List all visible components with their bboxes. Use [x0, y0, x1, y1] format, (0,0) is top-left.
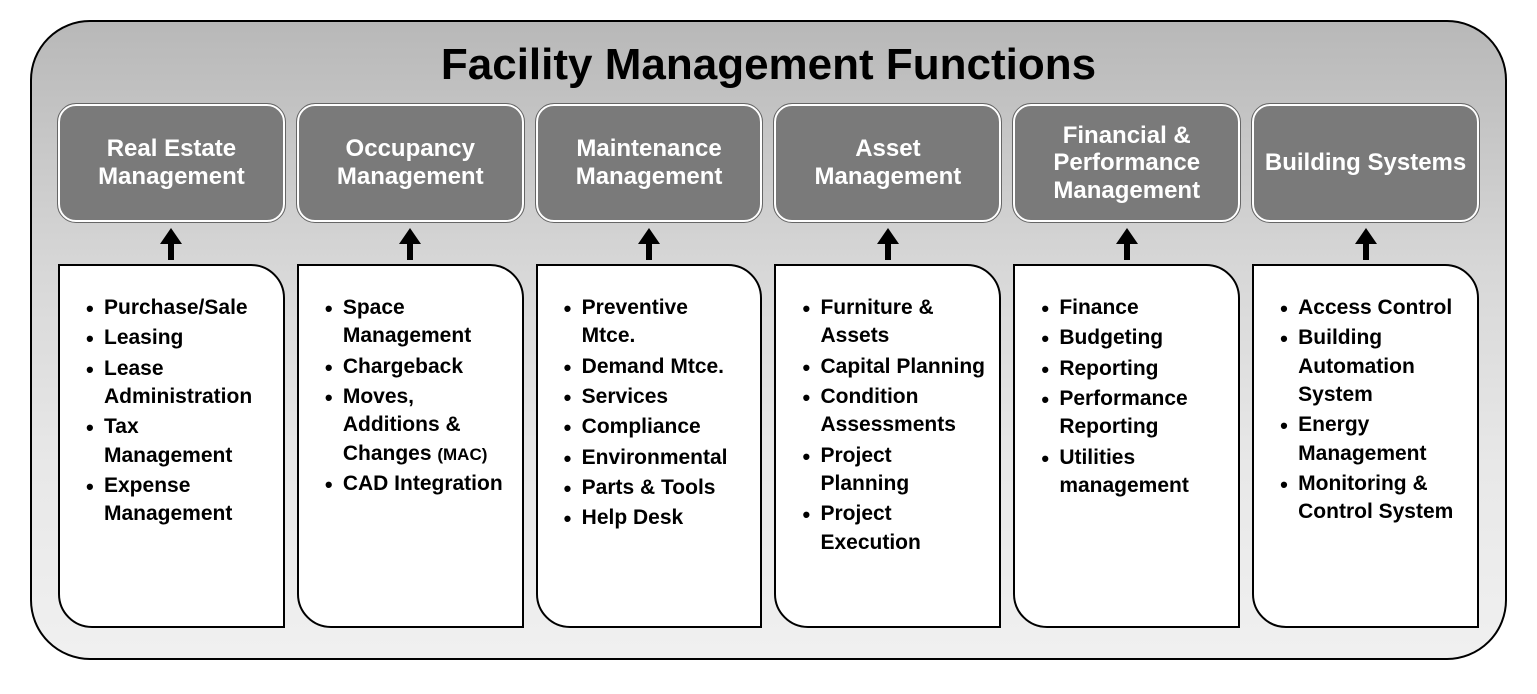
detail-item: Finance: [1041, 294, 1224, 322]
function-details: FinanceBudgeting ReportingPerformance Rep…: [1013, 264, 1240, 628]
function-details: Space ManagementChargebackMoves, Additio…: [297, 264, 524, 628]
function-column: Occupancy Management Space ManagementChar…: [297, 104, 524, 628]
detail-item: Capital Planning: [802, 353, 985, 381]
detail-item: Project Planning: [802, 442, 985, 499]
up-arrow-icon: [1115, 228, 1139, 260]
detail-item: Access Control: [1280, 294, 1463, 322]
detail-item: Parts & Tools: [564, 474, 747, 502]
detail-item: Lease Administration: [86, 355, 269, 412]
detail-item: Condition Assessments: [802, 383, 985, 440]
detail-item: Chargeback: [325, 353, 508, 381]
up-arrow-icon: [876, 228, 900, 260]
detail-item: Reporting: [1041, 355, 1224, 383]
function-details: Purchase/SaleLeasing Lease Administration…: [58, 264, 285, 628]
detail-item: Help Desk: [564, 504, 747, 532]
detail-item: Project Execution: [802, 500, 985, 557]
detail-item: Space Management: [325, 294, 508, 351]
function-column: Asset Management Furniture & AssetsCapita…: [774, 104, 1001, 628]
detail-item: Furniture & Assets: [802, 294, 985, 351]
detail-item: CAD Integration: [325, 470, 508, 498]
diagram-title: Facility Management Functions: [58, 40, 1479, 90]
detail-item: Monitoring & Control System: [1280, 470, 1463, 527]
function-details: Access ControlBuilding Automation System…: [1252, 264, 1479, 628]
detail-item: Services: [564, 383, 747, 411]
detail-item: Environmental: [564, 444, 747, 472]
function-column: Building Systems Access ControlBuilding A…: [1252, 104, 1479, 628]
detail-item: Demand Mtce.: [564, 353, 747, 381]
diagram-frame: Facility Management Functions Real Estat…: [30, 20, 1507, 660]
function-header: Occupancy Management: [297, 104, 524, 222]
detail-item: Utilities management: [1041, 444, 1224, 501]
detail-item: Moves, Additions & Changes (MAC): [325, 383, 508, 468]
detail-item: Compliance: [564, 413, 747, 441]
detail-item: Energy Management: [1280, 411, 1463, 468]
function-column: Financial & Performance Management Financ…: [1013, 104, 1240, 628]
detail-item: Expense Management: [86, 472, 269, 529]
function-header: Financial & Performance Management: [1013, 104, 1240, 222]
function-column: Maintenance Management Preventive Mtce.De…: [536, 104, 763, 628]
detail-item: Purchase/Sale: [86, 294, 269, 322]
function-details: Furniture & AssetsCapital PlanningCondit…: [774, 264, 1001, 628]
function-column: Real Estate Management Purchase/SaleLeasi…: [58, 104, 285, 628]
function-header: Asset Management: [774, 104, 1001, 222]
detail-item: Building Automation System: [1280, 324, 1463, 409]
up-arrow-icon: [159, 228, 183, 260]
function-header: Building Systems: [1252, 104, 1479, 222]
detail-item: Performance Reporting: [1041, 385, 1224, 442]
function-header: Real Estate Management: [58, 104, 285, 222]
detail-item: Preventive Mtce.: [564, 294, 747, 351]
up-arrow-icon: [1354, 228, 1378, 260]
diagram-columns: Real Estate Management Purchase/SaleLeasi…: [58, 104, 1479, 628]
function-header: Maintenance Management: [536, 104, 763, 222]
detail-item: Tax Management: [86, 413, 269, 470]
function-details: Preventive Mtce.Demand Mtce.ServicesComp…: [536, 264, 763, 628]
up-arrow-icon: [398, 228, 422, 260]
up-arrow-icon: [637, 228, 661, 260]
detail-item: Budgeting: [1041, 324, 1224, 352]
detail-item: Leasing: [86, 324, 269, 352]
